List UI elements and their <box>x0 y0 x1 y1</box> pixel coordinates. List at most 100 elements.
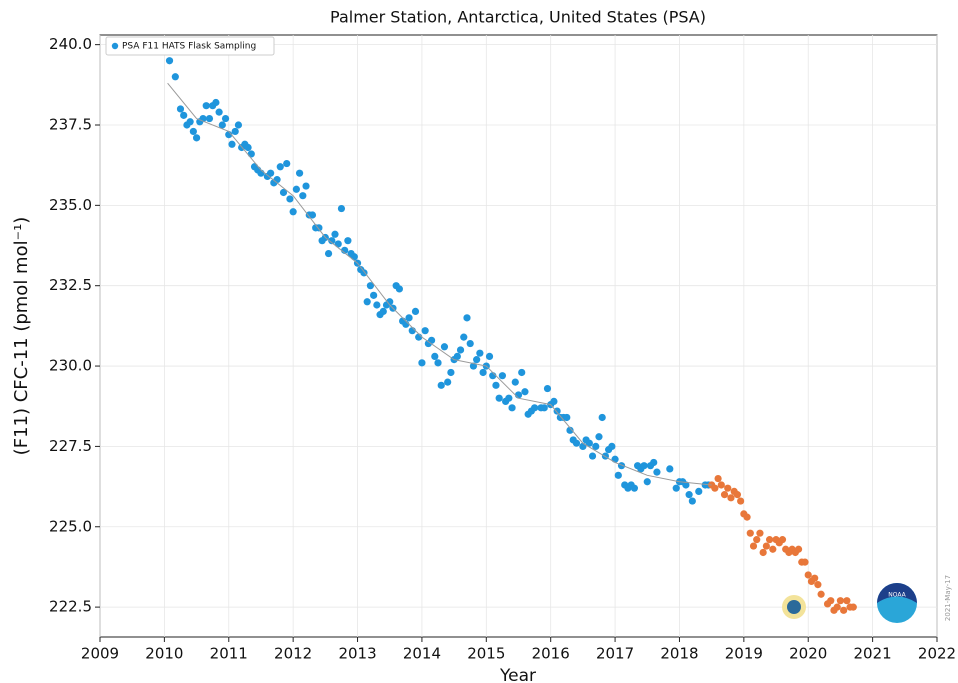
data-point <box>508 404 516 412</box>
date-note: 2021-May-17 <box>944 575 952 621</box>
data-point <box>766 536 774 544</box>
data-point <box>444 378 452 386</box>
data-point <box>682 481 690 489</box>
data-point <box>228 140 236 148</box>
data-point <box>650 458 658 467</box>
data-point <box>743 513 751 521</box>
x-tick-label: 2018 <box>660 645 698 663</box>
plot-frame <box>99 34 938 638</box>
data-point <box>666 465 674 473</box>
data-point <box>495 394 503 402</box>
noaa-logo: NOAA <box>877 583 917 623</box>
data-point <box>695 487 703 496</box>
data-point <box>366 282 375 290</box>
data-point <box>192 134 201 142</box>
data-point <box>498 372 507 380</box>
data-point <box>165 57 174 65</box>
y-tick-label: 230.0 <box>49 357 92 375</box>
x-tick-label: 2013 <box>338 645 376 663</box>
data-point <box>283 159 291 168</box>
data-point <box>244 143 252 152</box>
data-point <box>711 484 719 492</box>
data-point <box>295 169 304 177</box>
data-point <box>672 484 680 492</box>
legend-marker <box>111 42 119 50</box>
x-tick-label: 2011 <box>210 645 248 663</box>
x-tick-label: 2022 <box>918 645 956 663</box>
data-point <box>836 597 845 605</box>
data-point <box>640 462 648 470</box>
data-point <box>753 536 761 544</box>
legend: PSA F11 HATS Flask Sampling <box>105 36 275 56</box>
data-point <box>720 491 729 499</box>
x-tick-label: 2020 <box>789 645 827 663</box>
data-point <box>653 468 661 476</box>
data-point <box>759 548 767 557</box>
data-point <box>386 298 394 306</box>
data-point <box>840 606 848 614</box>
data-point <box>473 356 481 364</box>
data-point <box>176 105 185 113</box>
data-point <box>566 426 574 434</box>
trend-line <box>167 82 712 486</box>
data-point <box>794 545 803 553</box>
data-point <box>540 404 548 412</box>
data-point <box>492 381 500 389</box>
data-point <box>334 240 342 248</box>
data-point <box>257 169 265 177</box>
data-point <box>630 484 638 492</box>
data-point <box>273 176 281 184</box>
y-tick-label: 225.0 <box>49 517 92 535</box>
y-tick-label: 235.0 <box>49 196 92 214</box>
data-point <box>171 73 179 81</box>
data-point <box>247 150 255 158</box>
data-point <box>724 484 732 492</box>
x-tick-label: 2019 <box>725 645 763 663</box>
legend-box <box>105 36 275 56</box>
data-point <box>231 127 239 136</box>
x-tick-label: 2021 <box>854 645 892 663</box>
x-tick-label: 2010 <box>145 645 183 663</box>
data-point <box>276 163 284 171</box>
data-point <box>817 590 825 598</box>
x-tick-label: 2009 <box>81 645 119 663</box>
y-tick-label: 237.5 <box>49 115 92 133</box>
data-point <box>608 442 616 451</box>
data-point <box>579 442 587 451</box>
data-point <box>331 230 339 238</box>
data-point <box>363 298 371 306</box>
data-point <box>370 291 378 299</box>
data-point <box>756 529 764 537</box>
data-point <box>221 114 230 123</box>
data-point <box>543 384 552 393</box>
data-point <box>289 208 297 216</box>
data-point <box>688 497 696 505</box>
x-tick-label: 2015 <box>467 645 505 663</box>
data-point <box>286 195 294 203</box>
data-point <box>308 211 317 219</box>
data-point <box>585 439 593 447</box>
svg-text:NOAA: NOAA <box>888 592 906 599</box>
data-point <box>804 571 812 579</box>
data-point <box>427 336 436 344</box>
data-point <box>563 413 571 422</box>
data-point <box>588 452 597 460</box>
data-point <box>337 204 346 213</box>
data-point <box>186 118 194 126</box>
data-point <box>843 597 851 605</box>
data-point <box>511 378 519 386</box>
data-point <box>530 404 539 412</box>
data-point <box>643 478 651 486</box>
y-tick-label: 240.0 <box>49 35 92 53</box>
data-point <box>440 343 449 351</box>
data-point <box>405 314 413 322</box>
point-series <box>165 57 713 505</box>
data-point <box>302 182 310 190</box>
data-point <box>463 314 471 322</box>
data-point <box>811 574 819 582</box>
data-point <box>727 494 735 502</box>
x-tick-label: 2014 <box>403 645 441 663</box>
x-tick-label: 2017 <box>596 645 634 663</box>
data-point <box>749 542 758 550</box>
data-point <box>189 127 197 136</box>
